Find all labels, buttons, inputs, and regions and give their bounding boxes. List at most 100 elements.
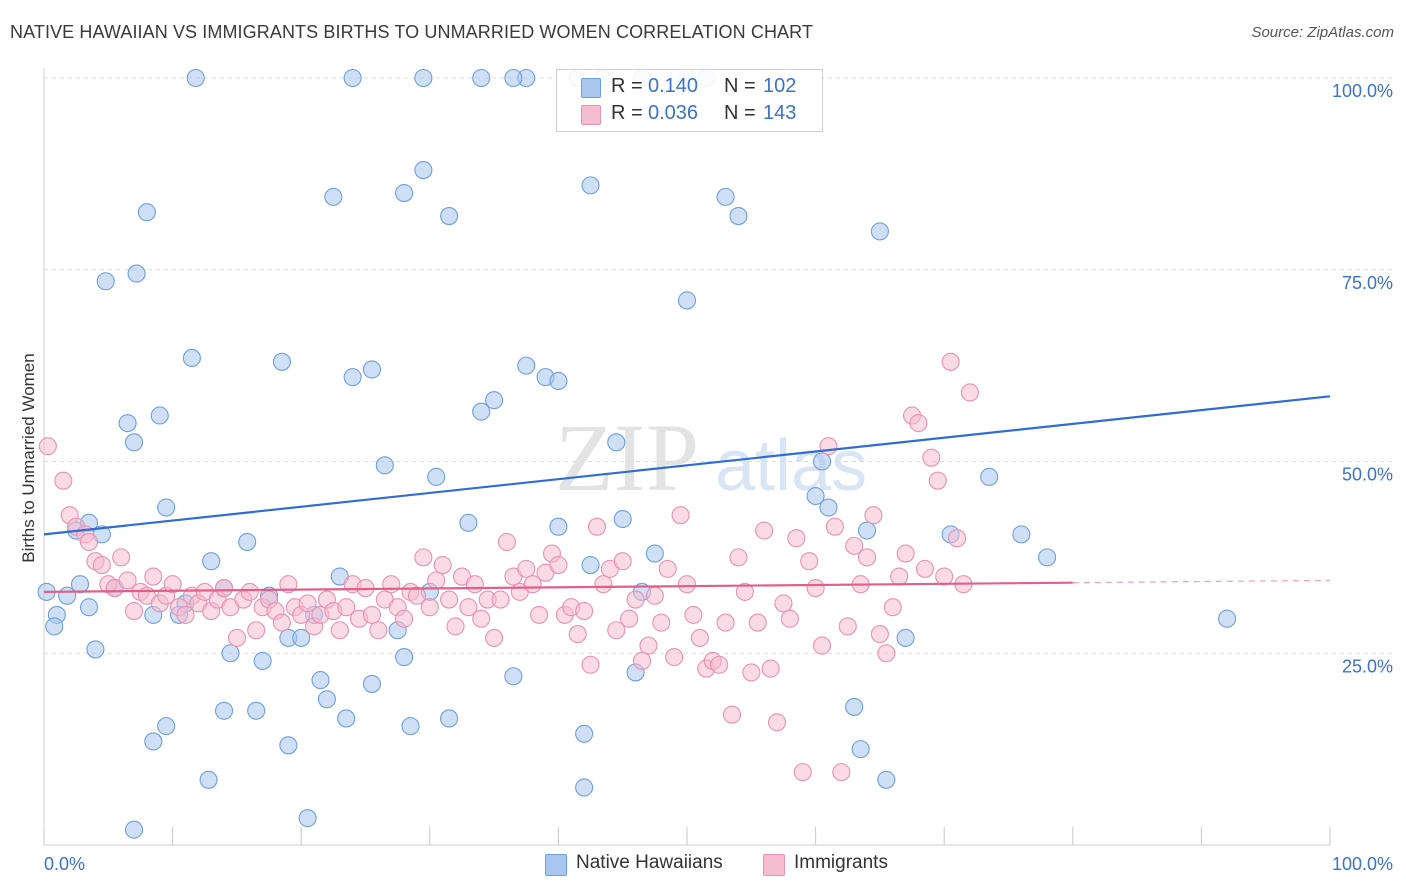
data-point	[279, 575, 298, 594]
data-point	[645, 586, 664, 605]
data-point	[716, 187, 735, 206]
data-point	[1218, 609, 1237, 628]
data-point	[362, 674, 381, 693]
data-point	[825, 517, 844, 536]
data-point	[800, 552, 819, 571]
data-point	[202, 552, 221, 571]
data-point	[517, 559, 536, 578]
legend-n-label: N =	[724, 102, 756, 124]
trend-lines	[43, 395, 1331, 593]
data-point	[127, 264, 146, 283]
data-point	[812, 636, 832, 655]
data-point	[214, 701, 234, 720]
data-point	[607, 433, 626, 452]
data-point	[446, 617, 465, 636]
data-point	[607, 621, 626, 640]
data-point	[948, 529, 967, 548]
data-point	[45, 617, 64, 636]
data-point	[124, 820, 144, 839]
data-point	[369, 621, 388, 640]
data-point	[722, 705, 742, 724]
data-point	[317, 690, 336, 709]
data-point	[221, 644, 240, 663]
data-point	[530, 605, 549, 624]
data-point	[382, 575, 401, 594]
data-point	[112, 548, 131, 567]
data-point	[549, 517, 568, 536]
data-point	[710, 655, 729, 674]
data-point	[735, 582, 754, 601]
y-tick-label: 75.0%	[1342, 273, 1393, 293]
data-point	[247, 621, 266, 640]
data-point	[857, 548, 877, 567]
data-point	[472, 402, 491, 421]
data-point	[632, 651, 652, 670]
watermark-zip: ZIP	[555, 404, 699, 511]
data-point	[79, 598, 99, 617]
data-point	[92, 555, 111, 575]
data-point	[613, 552, 632, 571]
data-point	[79, 532, 99, 552]
data-point	[497, 532, 517, 552]
data-point	[362, 605, 381, 624]
legend-r-label: R =	[611, 75, 643, 97]
data-point	[298, 809, 317, 828]
data-point	[581, 655, 600, 674]
data-point	[240, 582, 259, 601]
bottom-legend-label: Immigrants	[794, 852, 888, 873]
data-point	[941, 352, 960, 371]
data-point	[729, 548, 748, 567]
y-tick-label: 25.0%	[1342, 656, 1393, 676]
data-point	[407, 586, 426, 605]
legend-r-label: R =	[611, 102, 643, 124]
data-point	[832, 763, 851, 782]
watermark-atlas: atlas	[715, 426, 867, 506]
source-label: Source: ZipAtlas.com	[1251, 24, 1394, 41]
data-point	[491, 590, 510, 609]
data-point	[658, 559, 677, 578]
legend-r-value: 0.036	[648, 102, 699, 124]
data-point	[806, 579, 825, 598]
data-point	[279, 736, 298, 755]
tick-labels: 25.0% 50.0% 75.0% 100.0% 0.0% 100.0%	[44, 81, 1393, 874]
data-point	[247, 701, 266, 720]
data-point	[414, 160, 433, 180]
data-point	[575, 724, 594, 743]
data-point	[568, 625, 587, 644]
data-point	[343, 68, 362, 88]
data-point	[864, 506, 883, 525]
data-point	[272, 613, 291, 632]
data-point	[613, 509, 632, 529]
data-point	[420, 598, 439, 617]
data-point	[70, 575, 90, 594]
data-point	[845, 697, 864, 716]
legend-n-value: 102	[763, 75, 797, 97]
data-point	[645, 544, 664, 563]
data-point	[851, 740, 870, 759]
data-point	[684, 605, 703, 624]
y-tick-label: 100.0%	[1332, 81, 1393, 101]
data-point	[665, 648, 684, 667]
data-point	[472, 609, 491, 628]
data-point	[163, 575, 182, 594]
data-point	[581, 555, 600, 575]
data-point	[767, 713, 787, 732]
data-point	[440, 709, 459, 728]
data-point	[915, 559, 934, 578]
data-point	[395, 184, 414, 203]
data-point	[793, 763, 812, 782]
data-point	[330, 621, 349, 640]
x-tick-label: 0.0%	[44, 854, 85, 874]
data-point	[182, 348, 201, 368]
data-point	[124, 602, 144, 621]
chart-title: NATIVE HAWAIIAN VS IMMIGRANTS BIRTHS TO …	[10, 22, 814, 42]
data-point	[652, 613, 671, 632]
data-point	[729, 207, 748, 226]
data-point	[118, 571, 137, 590]
data-point	[395, 609, 414, 628]
gridlines	[44, 77, 1395, 654]
data-point	[870, 625, 889, 644]
data-point	[575, 778, 594, 797]
x-tick-label: 100.0%	[1332, 854, 1393, 874]
data-point	[690, 628, 709, 647]
